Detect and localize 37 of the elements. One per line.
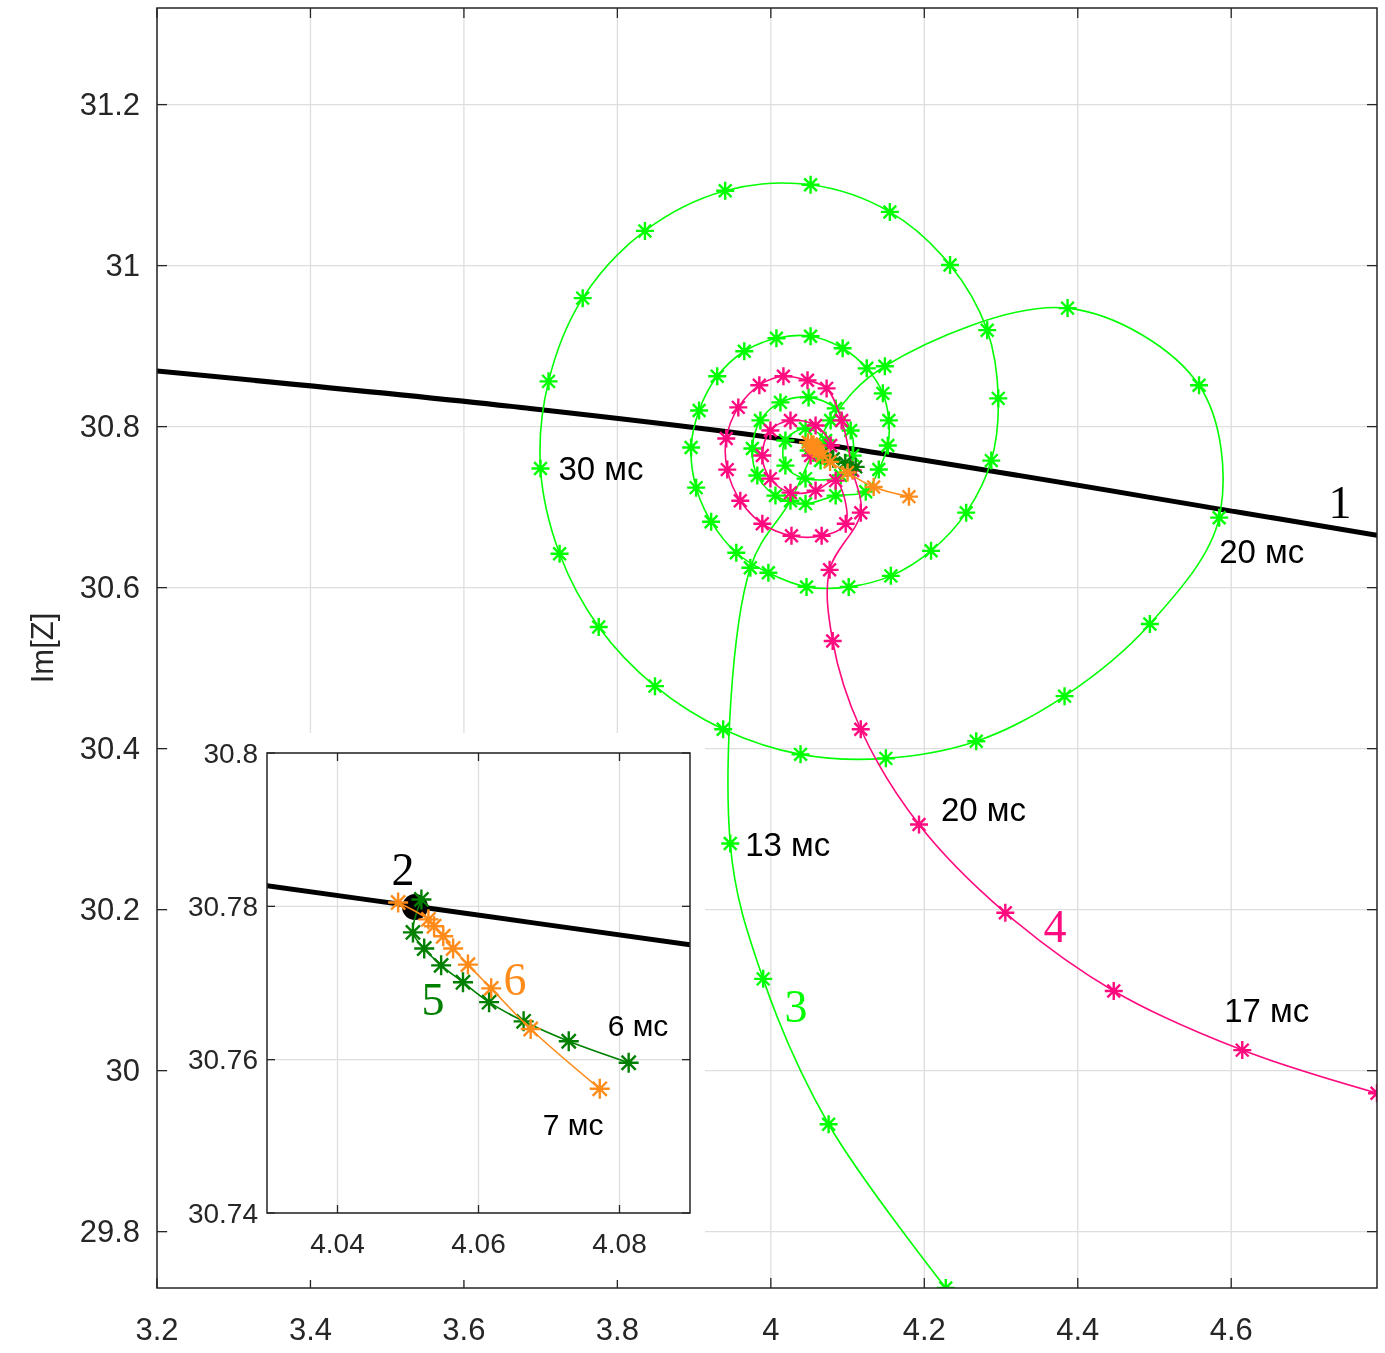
y-tick-label: 30.78 (187, 890, 258, 922)
series-label: 2 (391, 844, 415, 895)
x-tick-label: 3.2 (135, 1312, 179, 1347)
y-tick-label: 30.74 (187, 1197, 258, 1229)
annotation: 7 мс (542, 1107, 604, 1141)
annotation: 13 мс (745, 825, 831, 863)
x-tick-label: 4.06 (451, 1228, 506, 1259)
series-label: 1 (1328, 477, 1352, 528)
x-tick-label: 3.4 (288, 1312, 333, 1347)
x-tick-label: 3.8 (595, 1312, 639, 1347)
y-tick-label: 31.2 (79, 87, 140, 123)
series-label: 3 (784, 981, 808, 1032)
y-tick-label: 30.8 (203, 737, 258, 769)
annotation: 20 мс (941, 790, 1027, 828)
y-tick-label: 31 (105, 248, 140, 284)
x-tick-label: 4.4 (1056, 1312, 1100, 1347)
annotation: 30 мс (558, 449, 644, 487)
y-tick-label: 30.6 (79, 570, 140, 606)
annotation: 6 мс (607, 1008, 669, 1042)
y-tick-label: 30.76 (187, 1044, 258, 1076)
y-tick-label: 30.2 (79, 892, 140, 928)
x-tick-label: 4.2 (902, 1312, 946, 1347)
x-tick-label: 4.08 (592, 1228, 647, 1259)
annotation: 20 мс (1219, 532, 1305, 570)
annotation: 17 мс (1224, 992, 1310, 1030)
series-label: 5 (421, 974, 445, 1025)
series-label: 6 (503, 954, 527, 1005)
y-tick-label: 30.8 (79, 409, 140, 445)
y-tick-label: 30.4 (79, 731, 140, 767)
y-tick-label: 30 (105, 1053, 140, 1089)
series-label: 4 (1043, 901, 1067, 952)
y-tick-label: 29.8 (79, 1214, 140, 1250)
x-tick-label: 4 (762, 1312, 780, 1347)
y-axis-title: Im[Z] (24, 612, 60, 684)
x-tick-label: 3.6 (442, 1312, 486, 1347)
x-tick-label: 4.04 (310, 1228, 365, 1259)
x-tick-label: 4.6 (1209, 1312, 1253, 1347)
